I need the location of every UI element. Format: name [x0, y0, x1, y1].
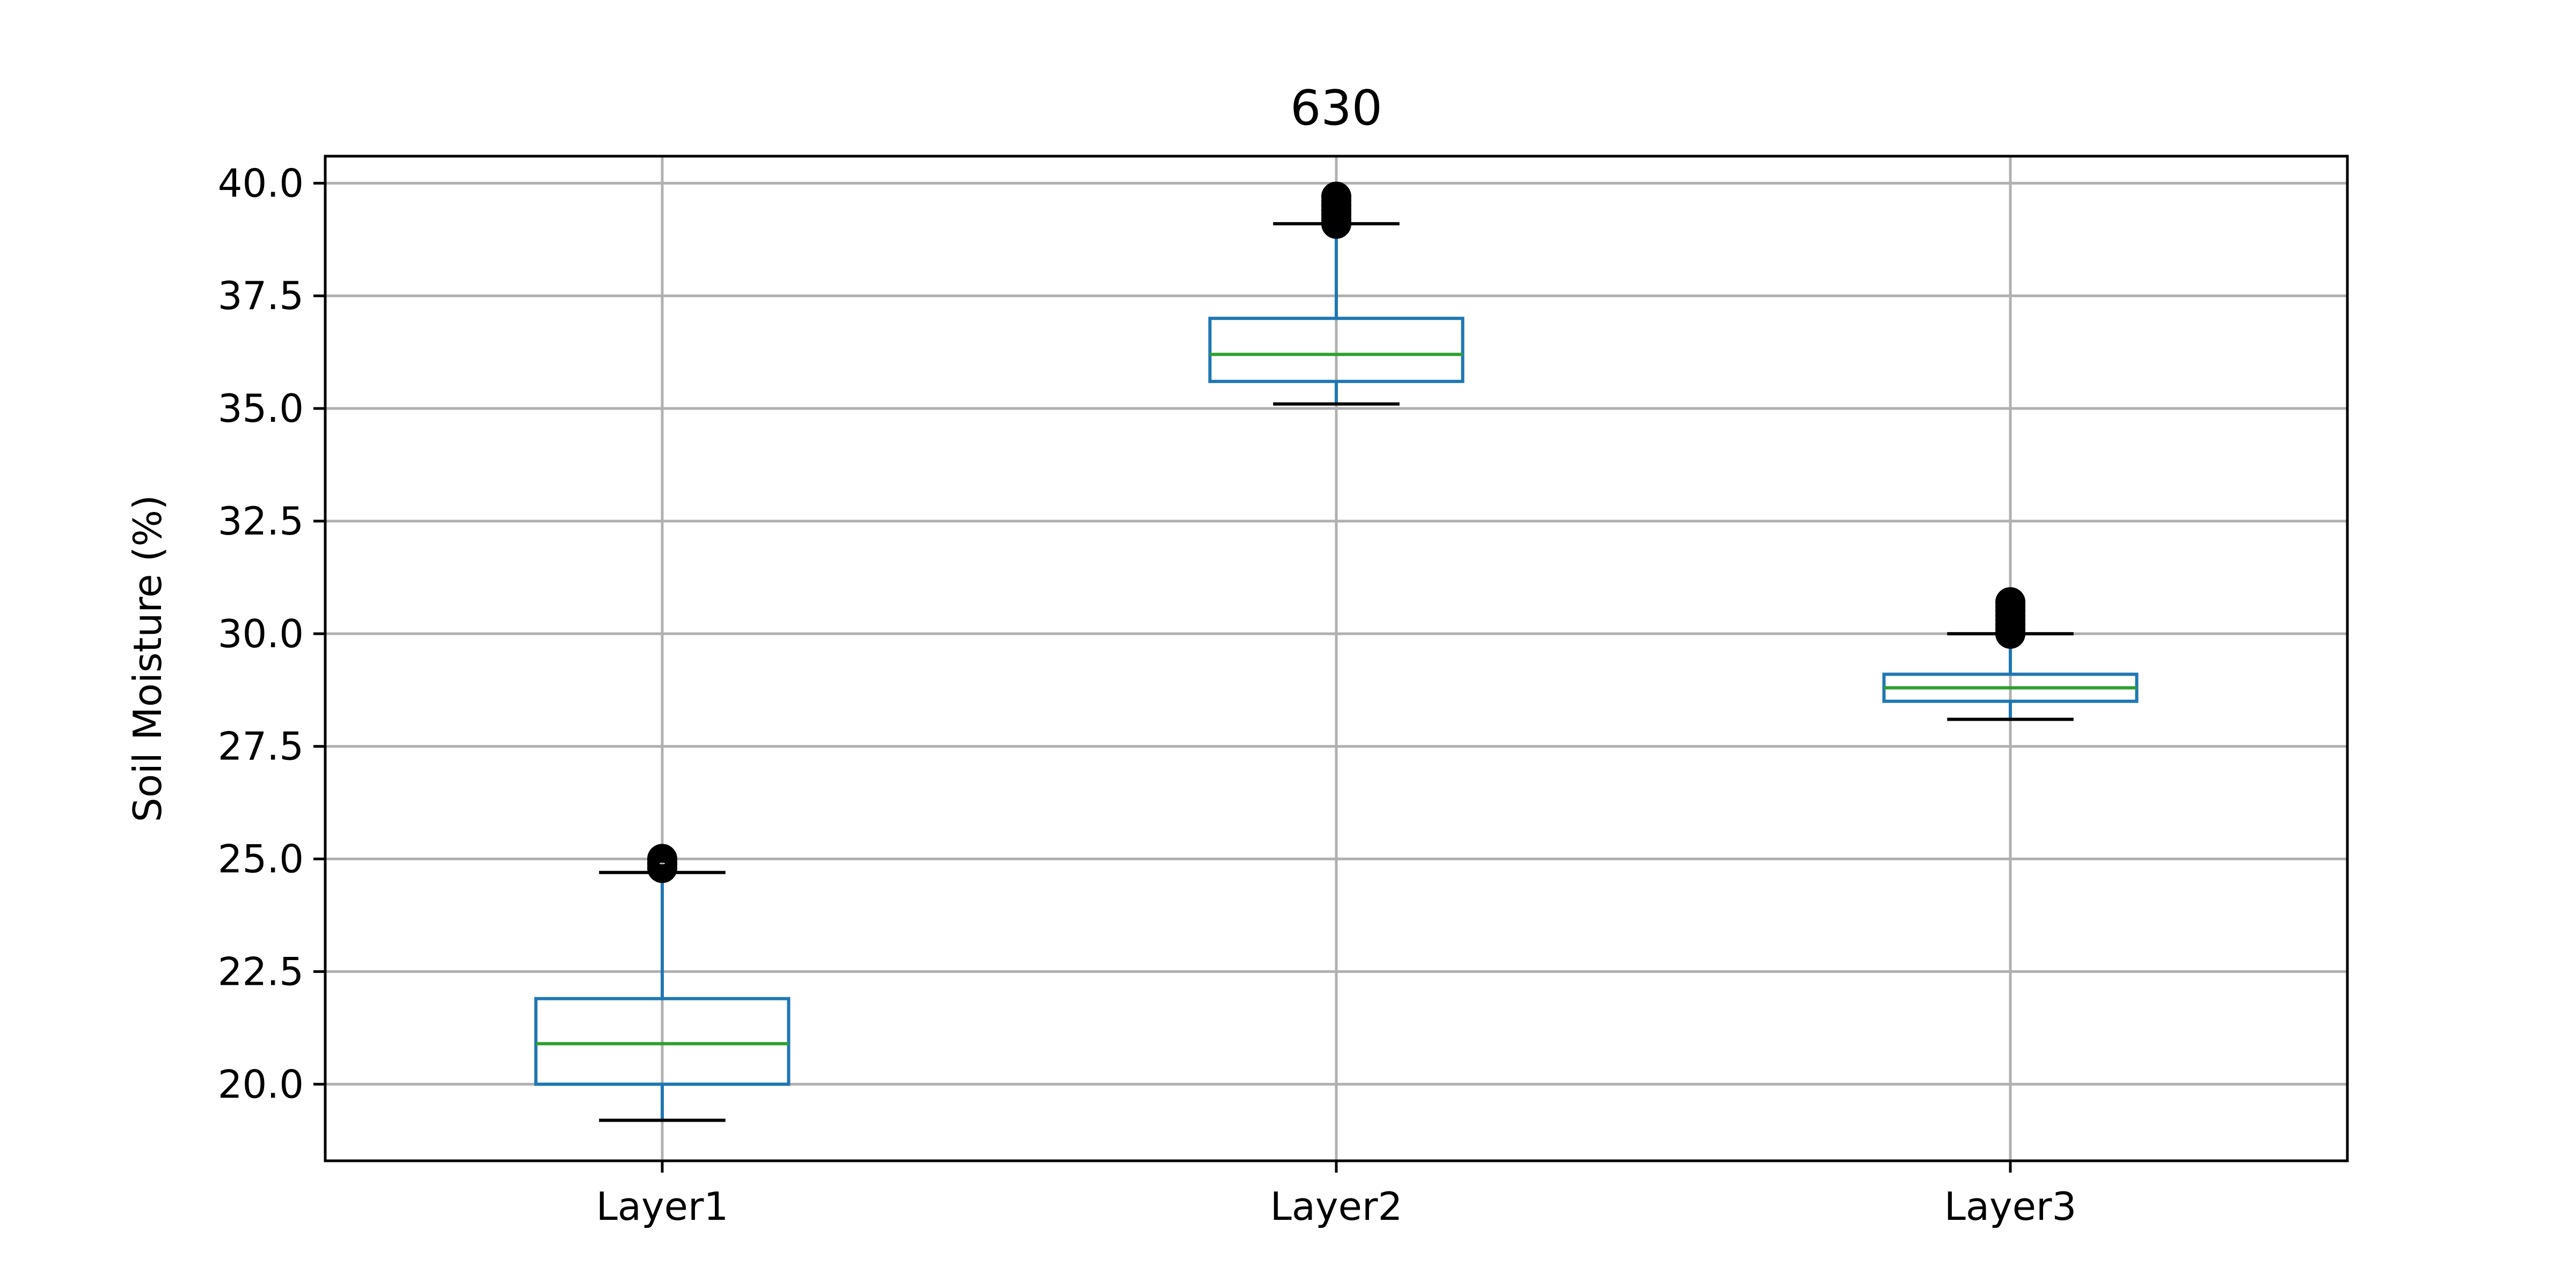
outlier-point — [1321, 181, 1351, 212]
y-tick-label: 22.5 — [218, 949, 304, 994]
y-axis-label: Soil Moisture (%) — [125, 495, 170, 822]
y-tick-label: 35.0 — [218, 386, 304, 431]
outlier-point — [647, 844, 677, 874]
x-tick-label: Layer2 — [1270, 1184, 1403, 1229]
box-layer3 — [1882, 587, 2139, 721]
y-tick-label: 30.0 — [218, 611, 304, 656]
y-tick-label: 20.0 — [218, 1062, 304, 1107]
y-tick-label: 32.5 — [218, 499, 304, 544]
y-tick-label: 37.5 — [218, 273, 304, 318]
outlier-point — [1995, 587, 2025, 618]
iqr-box — [1208, 317, 1465, 383]
x-tick-label: Layer3 — [1944, 1184, 2077, 1229]
x-tick-label: Layer1 — [596, 1184, 729, 1229]
y-tick-label: 25.0 — [218, 837, 304, 882]
y-tick-label: 27.5 — [218, 724, 304, 769]
box-layer1 — [534, 844, 791, 1122]
box-layer2 — [1208, 181, 1465, 406]
y-tick-label: 40.0 — [218, 160, 304, 206]
boxes — [534, 181, 2139, 1122]
iqr-box — [534, 997, 791, 1086]
ticks: 20.0 22.5 25.0 27.5 30.0 32.5 35.0 37.5 40.0 Laye… — [218, 160, 2077, 1229]
chart-title: 630 — [1290, 80, 1382, 136]
